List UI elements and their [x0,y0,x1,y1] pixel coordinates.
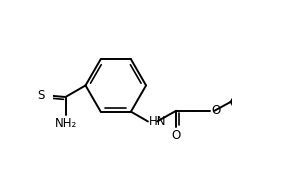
Text: NH₂: NH₂ [54,117,77,130]
Text: O: O [172,129,181,142]
Text: O: O [212,104,221,117]
Text: S: S [38,89,45,102]
Text: HN: HN [149,115,166,128]
